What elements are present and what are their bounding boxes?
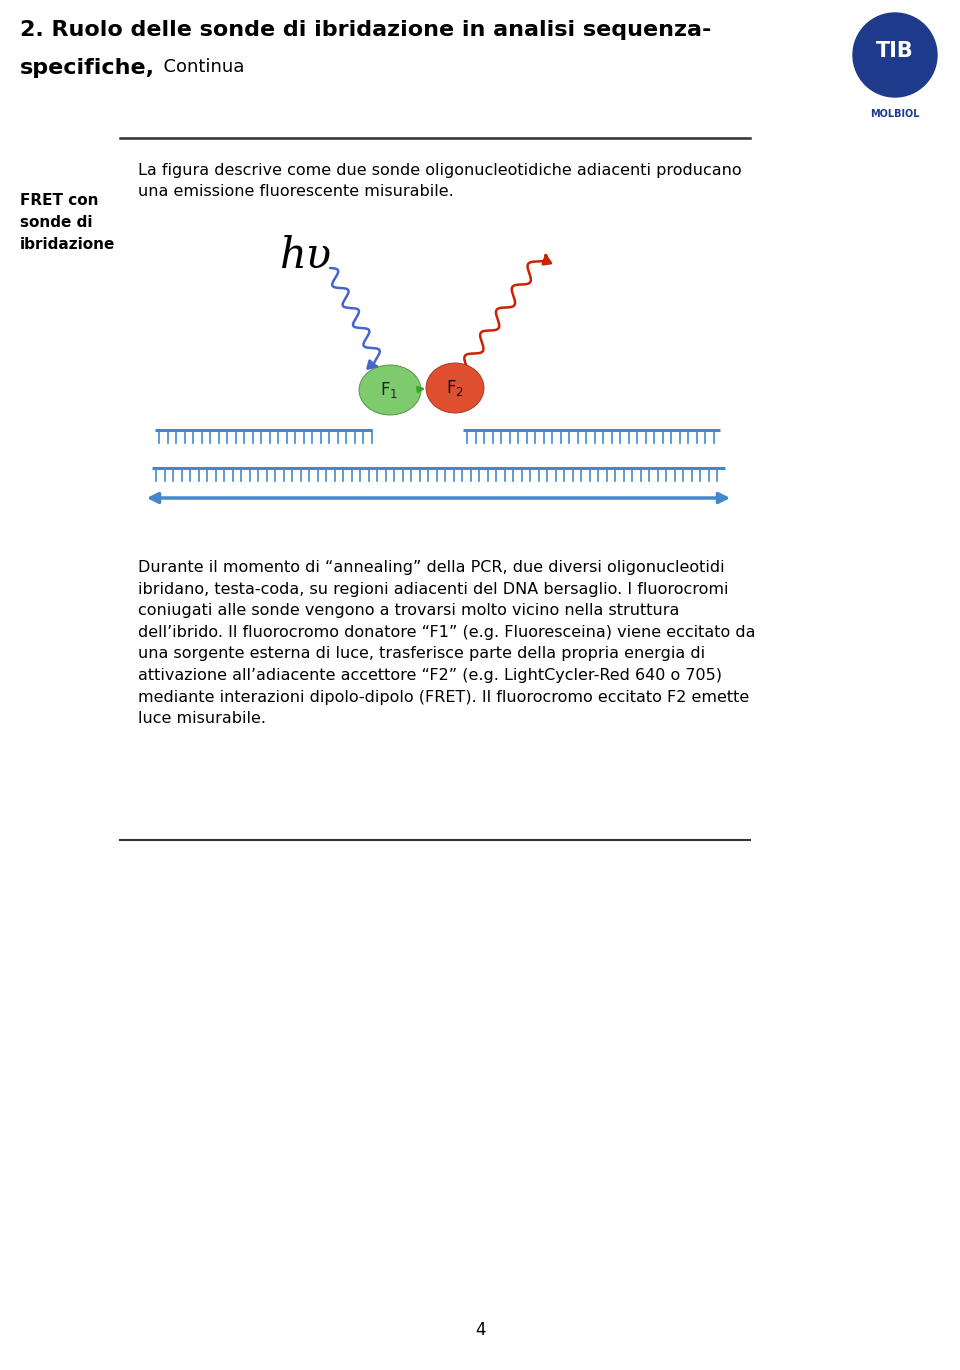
Text: 4: 4	[475, 1321, 485, 1338]
Ellipse shape	[426, 363, 484, 412]
Text: Durante il momento di “annealing” della PCR, due diversi oligonucleotidi
ibridan: Durante il momento di “annealing” della …	[138, 560, 756, 726]
Ellipse shape	[359, 364, 421, 415]
Text: Continua: Continua	[152, 58, 245, 75]
Text: TIB: TIB	[876, 41, 914, 62]
Text: La figura descrive come due sonde oligonucleotidiche adiacenti producano
una emi: La figura descrive come due sonde oligon…	[138, 163, 742, 199]
Text: F$_1$: F$_1$	[380, 379, 398, 400]
Text: MOLBIOL: MOLBIOL	[871, 110, 920, 119]
Circle shape	[853, 12, 937, 97]
Text: hυ: hυ	[280, 236, 332, 277]
Text: specifiche,: specifiche,	[20, 58, 155, 78]
Text: F$_2$: F$_2$	[446, 378, 464, 399]
Text: 2. Ruolo delle sonde di ibridazione in analisi sequenza-: 2. Ruolo delle sonde di ibridazione in a…	[20, 21, 711, 40]
Text: FRET con
sonde di
ibridazione: FRET con sonde di ibridazione	[20, 193, 115, 252]
